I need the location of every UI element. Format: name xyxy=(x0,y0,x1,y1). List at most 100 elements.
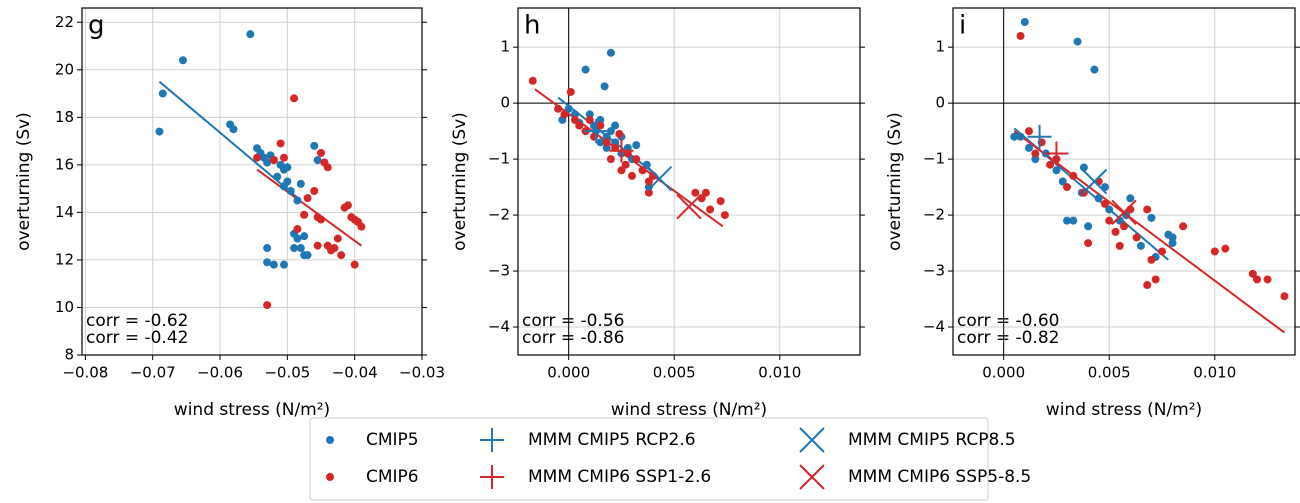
point xyxy=(1031,155,1040,164)
point xyxy=(313,241,322,250)
mmm-marker xyxy=(1081,168,1108,195)
point xyxy=(1132,233,1141,242)
point xyxy=(1158,247,1166,256)
x-tick-label: −0.05 xyxy=(264,364,310,382)
point xyxy=(571,110,579,119)
annotation: corr = -0.62 xyxy=(86,311,188,331)
point xyxy=(263,158,272,167)
y-tick-label: −3 xyxy=(923,262,945,280)
point xyxy=(1025,127,1033,136)
point xyxy=(290,94,299,103)
point xyxy=(554,104,563,113)
point xyxy=(602,143,611,152)
point xyxy=(1031,149,1040,158)
point xyxy=(581,65,590,74)
point xyxy=(178,56,187,65)
point xyxy=(701,188,710,197)
point xyxy=(611,121,620,130)
point xyxy=(283,163,292,172)
y-tick-label: 8 xyxy=(64,346,74,364)
point xyxy=(1111,227,1120,236)
point xyxy=(596,121,605,130)
point xyxy=(602,132,611,141)
point xyxy=(566,87,575,96)
y-tick-label: 18 xyxy=(55,108,74,126)
mmm-marker xyxy=(1111,199,1137,225)
x-tick-label: −0.04 xyxy=(332,364,378,382)
point xyxy=(1143,205,1152,214)
point xyxy=(585,115,594,124)
point xyxy=(303,194,312,203)
point xyxy=(1046,160,1055,169)
point xyxy=(617,166,626,175)
legend-label: MMM CMIP5 RCP8.5 xyxy=(848,430,1016,450)
point xyxy=(638,166,647,175)
mmm-marker xyxy=(609,138,634,163)
point xyxy=(632,141,641,150)
point xyxy=(300,210,309,219)
legend-label: MMM CMIP6 SSP1-2.6 xyxy=(528,467,711,487)
axes-frame xyxy=(517,7,861,356)
point xyxy=(1168,239,1177,248)
x-tick-label: 0.005 xyxy=(1088,364,1131,382)
point xyxy=(560,110,569,119)
point xyxy=(1179,222,1188,231)
legend-marker xyxy=(480,428,504,452)
y-tick-label: −2 xyxy=(488,206,510,224)
panel-label: h xyxy=(524,11,540,41)
point xyxy=(1151,275,1160,284)
y-tick-label: 10 xyxy=(55,298,74,316)
x-tick-label: 0.010 xyxy=(1193,364,1236,382)
point xyxy=(1147,213,1156,222)
point xyxy=(1025,143,1033,152)
point xyxy=(1126,194,1135,203)
point xyxy=(246,30,255,39)
point xyxy=(350,260,359,269)
point xyxy=(1073,37,1082,46)
point xyxy=(1084,239,1093,248)
point xyxy=(602,138,611,147)
point xyxy=(1058,177,1067,186)
point xyxy=(253,153,262,162)
point xyxy=(632,155,641,164)
point xyxy=(317,148,326,157)
y-tick-label: 0 xyxy=(500,94,510,112)
y-tick-label: 20 xyxy=(55,60,74,78)
mmm-marker xyxy=(1027,124,1052,149)
point xyxy=(263,301,272,310)
y-tick-label: 14 xyxy=(55,203,74,221)
x-tick-label: −0.08 xyxy=(62,364,108,382)
point xyxy=(263,244,272,253)
point xyxy=(1248,269,1257,278)
mmm-marker xyxy=(676,193,702,220)
x-axis-label: wind stress (N/m²) xyxy=(1046,400,1202,420)
point xyxy=(1210,247,1219,256)
point xyxy=(1120,222,1128,231)
point xyxy=(600,82,609,91)
legend-marker xyxy=(326,473,334,481)
axes-frame xyxy=(952,7,1296,356)
y-tick-label: 16 xyxy=(55,155,74,173)
legend-label: CMIP5 xyxy=(366,430,419,450)
legend-label: MMM CMIP5 RCP2.6 xyxy=(528,430,696,450)
point xyxy=(303,251,312,260)
point xyxy=(310,141,319,150)
point xyxy=(1143,281,1152,290)
mmm-marker xyxy=(584,119,609,144)
annotation: corr = -0.60 xyxy=(957,311,1059,331)
point xyxy=(279,153,288,162)
point xyxy=(596,115,605,124)
point xyxy=(296,179,305,188)
point xyxy=(1090,65,1099,74)
legend-marker xyxy=(799,427,825,453)
y-tick-label: −4 xyxy=(488,318,510,336)
point xyxy=(606,127,615,136)
point xyxy=(300,232,309,241)
point xyxy=(571,115,579,124)
x-axis-label: wind stress (N/m²) xyxy=(611,400,767,420)
point xyxy=(1020,17,1029,26)
point xyxy=(357,222,366,231)
legend-label: CMIP6 xyxy=(366,467,419,487)
x-tick-label: 0.000 xyxy=(547,364,590,382)
